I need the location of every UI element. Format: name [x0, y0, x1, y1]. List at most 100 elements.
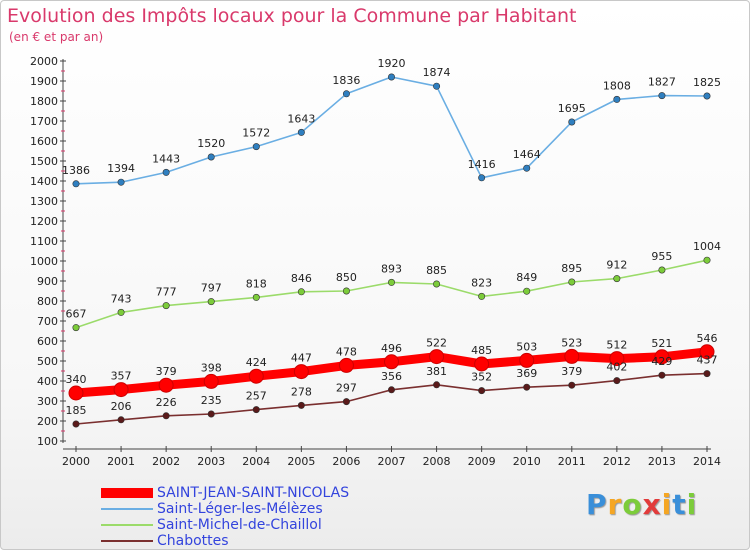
- data-point: [703, 370, 711, 378]
- data-point: [613, 275, 621, 283]
- data-point: [523, 164, 531, 172]
- data-label: 352: [471, 371, 492, 384]
- data-point: [613, 377, 621, 385]
- x-tick-label: 2004: [242, 455, 270, 468]
- data-label: 1827: [648, 76, 676, 89]
- data-label: 512: [606, 339, 627, 352]
- data-label: 1874: [423, 66, 451, 79]
- data-point: [158, 377, 174, 393]
- data-point: [478, 174, 486, 182]
- data-label: 893: [381, 262, 402, 275]
- data-point: [429, 349, 445, 365]
- data-label: 777: [156, 286, 177, 299]
- data-label: 340: [66, 373, 87, 386]
- data-label: 437: [697, 354, 718, 367]
- data-point: [252, 293, 260, 301]
- data-point: [478, 292, 486, 300]
- data-label: 823: [471, 276, 492, 289]
- legend-label-chabottes: Chabottes: [157, 533, 229, 549]
- y-tick-label: 200: [37, 415, 58, 428]
- data-label: 1520: [197, 137, 225, 150]
- data-point: [68, 385, 84, 401]
- data-point: [293, 364, 309, 380]
- data-label: 1443: [152, 152, 180, 165]
- data-point: [613, 95, 621, 103]
- data-label: 478: [336, 345, 357, 358]
- data-label: 895: [561, 262, 582, 275]
- x-tick-label: 2009: [468, 455, 496, 468]
- y-tick-label: 1800: [30, 95, 58, 108]
- data-point: [523, 383, 531, 391]
- logo-letter: x: [642, 488, 662, 521]
- data-point: [658, 266, 666, 274]
- data-point: [703, 256, 711, 264]
- data-label: 849: [516, 271, 537, 284]
- data-label: 257: [246, 390, 267, 403]
- data-point: [72, 180, 80, 188]
- logo-letter: t: [672, 488, 687, 521]
- data-point: [433, 280, 441, 288]
- data-label: 521: [651, 337, 672, 350]
- data-point: [297, 128, 305, 136]
- data-label: 912: [606, 259, 627, 272]
- data-label: 206: [111, 400, 132, 413]
- x-tick-label: 2002: [152, 455, 180, 468]
- legend-label-saint-michel: Saint-Michel-de-Chaillol: [157, 517, 322, 533]
- y-tick-label: 1500: [30, 155, 58, 168]
- x-tick-label: 2003: [197, 455, 225, 468]
- y-tick-label: 400: [37, 375, 58, 388]
- data-label: 369: [516, 367, 537, 380]
- data-point: [252, 143, 260, 151]
- logo-letter: r: [607, 488, 623, 521]
- data-point: [519, 352, 535, 368]
- data-label: 297: [336, 382, 357, 395]
- data-label: 1643: [287, 112, 315, 125]
- x-tick-label: 2010: [513, 455, 541, 468]
- logo-letter: P: [586, 488, 608, 521]
- data-point: [162, 412, 170, 420]
- data-point: [387, 278, 395, 286]
- proxiti-logo: Proxiti: [586, 488, 697, 521]
- data-point: [387, 386, 395, 394]
- data-label: 398: [201, 361, 222, 374]
- data-label: 818: [246, 277, 267, 290]
- data-point: [568, 381, 576, 389]
- data-point: [72, 324, 80, 332]
- data-point: [699, 344, 715, 360]
- y-tick-label: 500: [37, 355, 58, 368]
- x-tick-label: 2013: [648, 455, 676, 468]
- data-label: 523: [561, 336, 582, 349]
- data-point: [654, 349, 670, 365]
- data-label: 1464: [513, 148, 541, 161]
- data-point: [252, 406, 260, 414]
- data-point: [703, 92, 711, 100]
- y-tick-label: 600: [37, 335, 58, 348]
- data-label: 797: [201, 282, 222, 295]
- data-label: 955: [651, 250, 672, 263]
- data-label: 447: [291, 352, 312, 365]
- data-label: 667: [66, 308, 87, 321]
- logo-letter: o: [622, 488, 643, 521]
- data-label: 381: [426, 365, 447, 378]
- logo-letter: i: [686, 488, 698, 521]
- data-point: [478, 387, 486, 395]
- data-label: 1394: [107, 162, 135, 175]
- data-label: 1004: [693, 240, 721, 253]
- data-point: [117, 178, 125, 186]
- data-label: 185: [66, 404, 87, 417]
- data-point: [297, 401, 305, 409]
- data-label: 1386: [62, 164, 90, 177]
- y-tick-label: 1900: [30, 75, 58, 88]
- data-point: [248, 368, 264, 384]
- data-point: [342, 398, 350, 406]
- data-label: 503: [516, 340, 537, 353]
- data-point: [433, 381, 441, 389]
- y-tick-label: 800: [37, 295, 58, 308]
- data-label: 235: [201, 394, 222, 407]
- data-point: [342, 287, 350, 295]
- data-point: [568, 118, 576, 126]
- data-point: [207, 298, 215, 306]
- data-label: 1416: [468, 158, 496, 171]
- data-point: [207, 410, 215, 418]
